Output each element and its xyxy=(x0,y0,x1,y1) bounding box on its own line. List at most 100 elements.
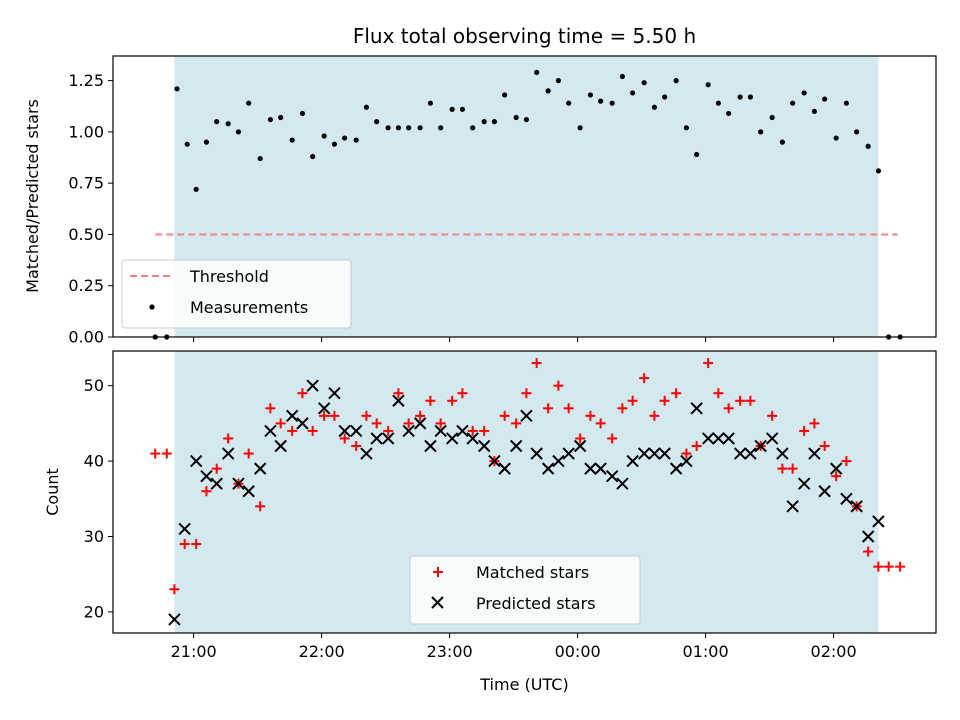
predicted-star-point xyxy=(296,417,309,430)
predicted-star-point xyxy=(776,447,789,460)
predicted-star-point xyxy=(498,462,511,475)
matched-star-point xyxy=(211,463,222,474)
measurement-point xyxy=(184,141,190,147)
predicted-star-point xyxy=(189,454,203,468)
matched-star-point xyxy=(863,546,874,557)
predicted-star-point xyxy=(872,515,885,528)
measurement-point xyxy=(246,100,252,106)
measurement-point xyxy=(694,151,700,158)
top-y-tick-label: 0.25 xyxy=(68,276,104,295)
top-legend: Threshold Measurements xyxy=(121,259,352,329)
measurement-point xyxy=(566,100,572,106)
matched-star-point xyxy=(681,448,692,459)
measurement-point xyxy=(321,133,327,139)
matched-star-point xyxy=(595,418,606,429)
predicted-star-point xyxy=(573,439,587,453)
bottom-y-axis-label: Count xyxy=(43,468,62,516)
measurement-point xyxy=(427,100,434,106)
predicted-star-point xyxy=(338,424,351,438)
predicted-star-point xyxy=(232,477,245,490)
predicted-star-point xyxy=(466,432,479,445)
matched-star-point xyxy=(691,441,702,452)
bottom-x-axis-label: Time (UTC) xyxy=(479,675,568,694)
measurement-point xyxy=(833,135,839,141)
measurement-point xyxy=(534,69,540,76)
matched-star-point xyxy=(671,388,682,399)
measurement-point xyxy=(278,114,284,121)
matched-star-point xyxy=(841,456,852,467)
matched-star-point xyxy=(639,373,650,384)
bottom-x-tick-label: 21:00 xyxy=(171,642,217,661)
top-plot-frame xyxy=(112,55,937,338)
measurement-point xyxy=(651,104,658,110)
predicted-star-point xyxy=(733,447,747,460)
top-x-ticks xyxy=(193,337,835,342)
matched-star-point xyxy=(403,418,414,429)
matched-star-point xyxy=(777,463,788,474)
predicted-star-point xyxy=(381,432,395,445)
measurement-point xyxy=(790,100,796,106)
measurement-point xyxy=(598,98,604,104)
measurements-legend-label: Measurements xyxy=(190,298,308,317)
measurement-point xyxy=(673,78,679,84)
predicted-star-point xyxy=(712,432,725,445)
matched-star-point xyxy=(617,403,628,414)
matched-star-point xyxy=(297,388,308,399)
measurement-point xyxy=(555,78,562,84)
predicted-star-point xyxy=(530,447,543,460)
measurement-point xyxy=(513,114,519,121)
predicted-star-point xyxy=(765,432,779,445)
measurement-point xyxy=(363,104,370,110)
measurement-point xyxy=(630,90,636,96)
top-y-tick-label: 1.00 xyxy=(68,122,104,141)
matched-star-point xyxy=(457,388,468,399)
measurement-point xyxy=(865,143,871,149)
measurement-point xyxy=(459,106,466,112)
predicted-star-point xyxy=(690,402,703,415)
matched-star-point xyxy=(531,358,542,369)
predicted-star-point xyxy=(626,454,639,468)
matched-star-point xyxy=(351,441,362,452)
measurement-point xyxy=(267,116,274,123)
top-legend-box xyxy=(121,259,352,329)
matched-star-point xyxy=(393,388,404,399)
matched-star-point xyxy=(831,471,842,482)
matched-star-point xyxy=(585,410,596,421)
matched-star-point xyxy=(169,584,180,595)
measurement-point xyxy=(342,135,348,141)
predicted-star-point xyxy=(648,447,661,460)
measurement-point xyxy=(875,168,882,174)
predicted-star-point xyxy=(861,530,875,543)
predicted-star-point xyxy=(637,447,651,460)
bottom-legend-box xyxy=(409,555,641,625)
predicted-star-point xyxy=(413,417,427,430)
measurement-point xyxy=(310,153,316,160)
matched-star-point xyxy=(255,501,266,512)
matched-star-point xyxy=(329,410,340,421)
predicted-star-point xyxy=(541,462,555,475)
matched-star-point xyxy=(563,403,574,414)
matched-star-point xyxy=(383,425,394,436)
predicted-star-point xyxy=(850,500,863,513)
bottom-legend: Matched stars Predicted stars xyxy=(409,555,641,625)
predicted-star-point xyxy=(349,424,363,438)
matched-star-point xyxy=(627,395,638,406)
predicted-star-point xyxy=(552,454,565,468)
matched-star-point xyxy=(201,486,212,497)
predicted-star-point xyxy=(317,402,331,415)
matched-star-point xyxy=(607,433,618,444)
matched-star-point xyxy=(287,425,298,436)
predicted-star-point xyxy=(178,522,191,536)
predicted-star-point xyxy=(509,439,523,453)
matched-star-point xyxy=(499,410,510,421)
predicted-star-point xyxy=(221,447,235,460)
bottom-x-ticks: 21:00 22:00 23:00 00:00 01:00 02:00 xyxy=(171,633,857,661)
matched-star-point xyxy=(553,380,564,391)
measurement-point xyxy=(811,108,818,114)
top-panel: 0.00 0.25 0.50 0.75 1.00 1.25 Flux total obse… xyxy=(23,24,937,347)
matched-star-point xyxy=(339,433,350,444)
measurement-point xyxy=(747,94,754,100)
matched-star-point xyxy=(319,410,330,421)
